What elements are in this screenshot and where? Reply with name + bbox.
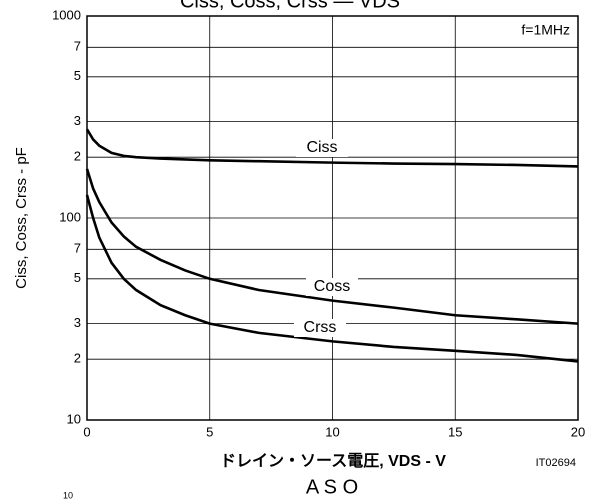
- x-tick-label: 10: [325, 424, 339, 439]
- y-tick-label: 3: [74, 113, 81, 128]
- data-line: [85, 194, 579, 363]
- y-tick-label: 10: [67, 411, 81, 426]
- data-line: [85, 168, 579, 325]
- label-bg: [306, 278, 358, 296]
- y-tick-label: 2: [74, 149, 81, 164]
- series-label: Coss: [314, 278, 350, 295]
- series-label: Crss: [304, 319, 337, 336]
- annotation: f=1MHz: [521, 22, 570, 38]
- x-axis-label: ドレイン・ソース電圧, VDS - V: [220, 452, 446, 470]
- plot-frame: [86, 15, 579, 421]
- x-tick-label: 20: [571, 424, 585, 439]
- footer-fragment: 10: [63, 490, 73, 500]
- y-tick-label: 1000: [52, 7, 81, 22]
- y-tick-label: 5: [74, 68, 81, 83]
- label-bg: [294, 319, 346, 337]
- data-line: [85, 128, 579, 168]
- annotation: IT02694: [536, 457, 576, 469]
- series-label: Ciss: [306, 139, 337, 156]
- y-tick-label: 2: [74, 351, 81, 366]
- footer-text: A S O: [306, 476, 358, 498]
- chart-title: Ciss, Coss, Crss — VDS: [180, 0, 400, 12]
- y-tick-label: 3: [74, 315, 81, 330]
- y-tick-label: 7: [74, 39, 81, 54]
- label-bg: [296, 139, 348, 157]
- y-axis-label: Ciss, Coss, Crss - pF: [13, 147, 30, 289]
- y-tick-label: 7: [74, 241, 81, 256]
- x-tick-label: 5: [206, 424, 213, 439]
- y-tick-label: 100: [59, 209, 81, 224]
- y-tick-label: 5: [74, 270, 81, 285]
- x-tick-label: 15: [448, 424, 462, 439]
- x-tick-label: 0: [83, 424, 90, 439]
